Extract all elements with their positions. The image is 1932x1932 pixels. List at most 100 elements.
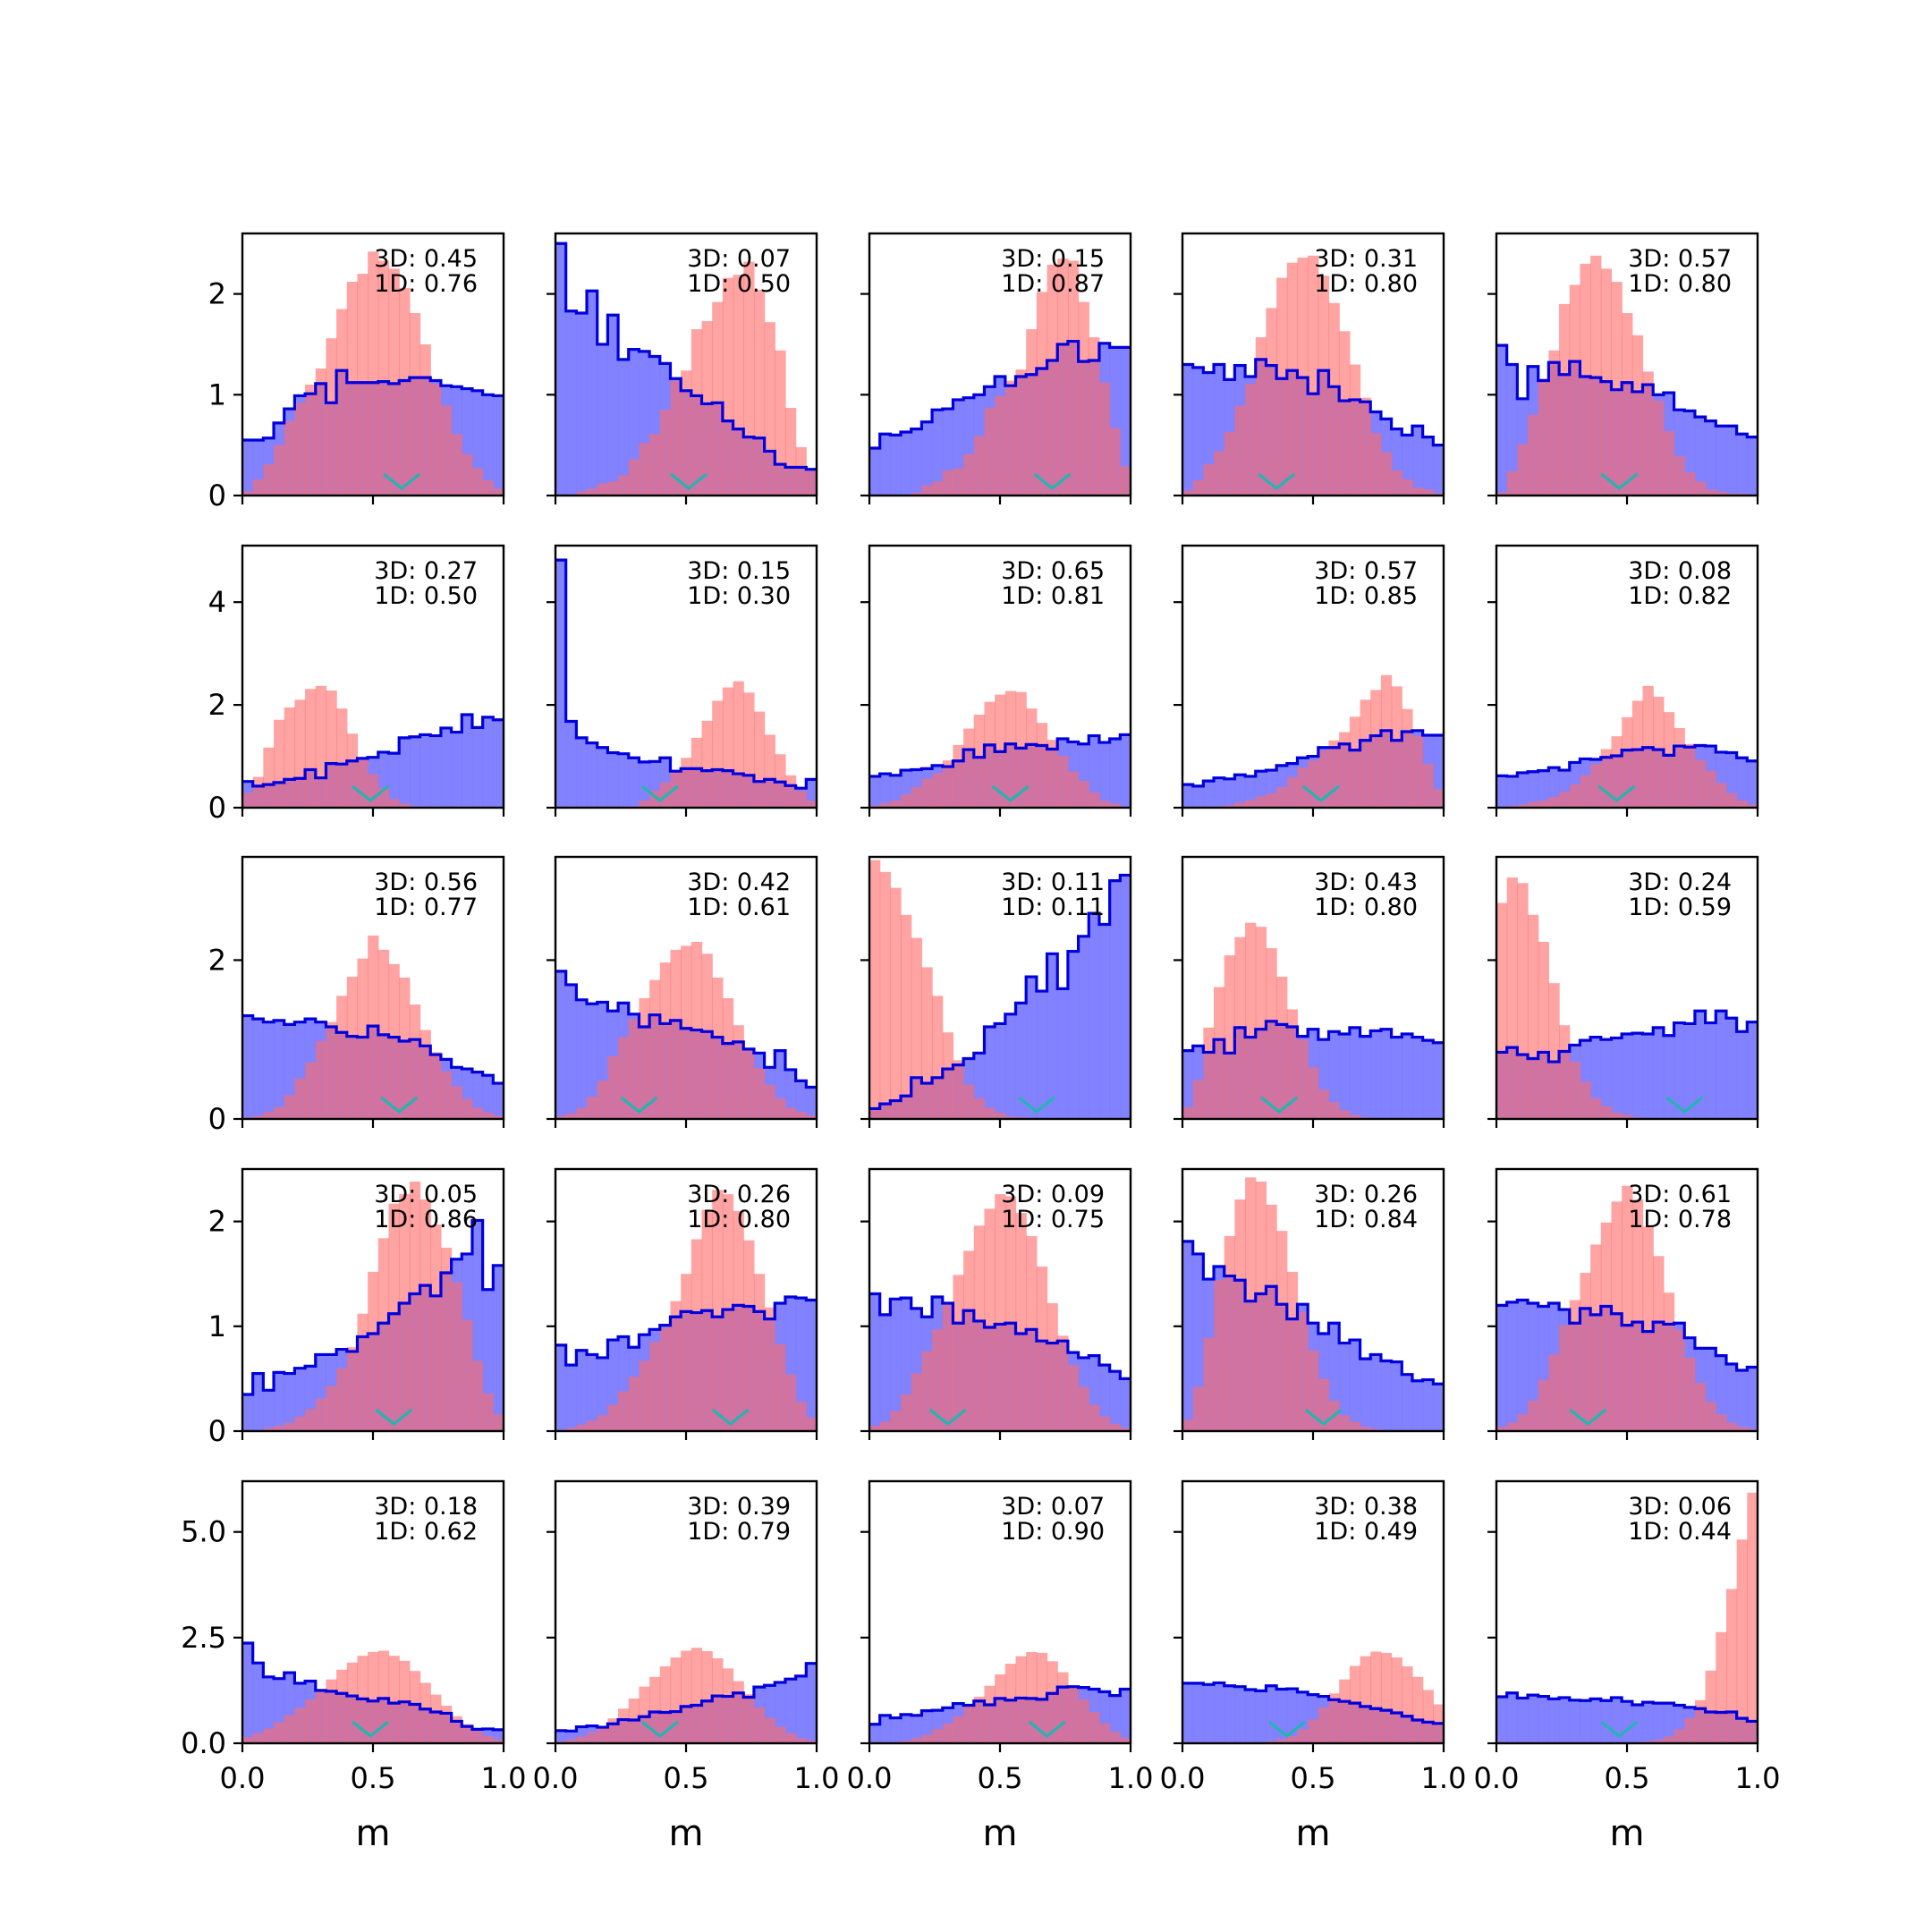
bar-1d [462, 453, 473, 496]
bar-3d [1422, 1379, 1434, 1431]
bar-1d [565, 1739, 577, 1743]
bar-3d [1224, 778, 1235, 808]
bar-3d [806, 779, 817, 808]
bar-1d [252, 1115, 264, 1119]
bar-1d [315, 369, 327, 496]
bar-1d [1506, 470, 1518, 496]
bar-1d [618, 1037, 630, 1119]
annotation-3d: 3D: 0.65 [1001, 557, 1105, 585]
bar-1d [284, 1422, 295, 1431]
bar-1d [1590, 255, 1602, 496]
estimate-marker [669, 472, 708, 491]
bar-1d [305, 385, 317, 496]
bar-1d [639, 1360, 650, 1431]
bar-1d [618, 1708, 630, 1743]
bar-1d [628, 1377, 640, 1431]
bar-1d [911, 1738, 922, 1743]
bar-1d [984, 701, 996, 808]
bar-1d [399, 1194, 411, 1431]
x-axis-label: m [1296, 1813, 1331, 1854]
bar-3d [419, 734, 431, 808]
y-tick-label: 0 [208, 791, 226, 825]
bar-3d [274, 1372, 285, 1431]
bar-1d [493, 488, 504, 496]
bar-3d [1192, 1682, 1204, 1743]
bar-1d [1297, 1039, 1309, 1119]
bar-1d [743, 1694, 755, 1743]
bar-1d [1496, 1427, 1508, 1431]
bar-3d [1716, 1011, 1727, 1119]
bar-3d [1089, 735, 1100, 808]
bar-1d [1036, 723, 1048, 808]
panel-plot-area [1496, 1185, 1758, 1431]
bar-1d [722, 1194, 734, 1431]
bar-1d [440, 1247, 453, 1431]
bar-1d [1360, 397, 1371, 496]
bar-3d [1120, 347, 1131, 496]
y-tick-label: 2 [208, 688, 226, 722]
bar-3d [242, 1394, 254, 1431]
bar-3d [462, 715, 473, 808]
bar-1d [263, 1112, 275, 1119]
bar-1d [1622, 716, 1633, 808]
bar-1d [1318, 275, 1330, 496]
panel-plot-area [869, 860, 1131, 1119]
bar-3d [1736, 1370, 1748, 1431]
estimate-marker [375, 1408, 413, 1427]
bar-3d [565, 984, 577, 1119]
bar-1d [1653, 1256, 1665, 1431]
bar-3d [1214, 777, 1225, 808]
bar-1d [1642, 371, 1654, 496]
bar-1d [1120, 466, 1131, 496]
bar-3d [430, 735, 442, 808]
bar-1d [388, 1203, 400, 1431]
annotation-1d: 1D: 0.78 [1628, 1206, 1732, 1233]
bar-3d [1182, 1050, 1194, 1119]
bar-3d [628, 349, 640, 496]
bar-1d [1631, 700, 1644, 808]
x-tick-label: 0.0 [1160, 1761, 1206, 1795]
panel-plot-area [1182, 922, 1444, 1119]
bar-1d [932, 481, 944, 496]
bar-1d [733, 1210, 744, 1431]
bar-1d [953, 1275, 964, 1431]
bar-1d [1684, 1717, 1696, 1743]
bar-3d [555, 560, 567, 808]
bar-1d [284, 1715, 295, 1743]
bar-1d [1015, 369, 1027, 496]
bar-1d [963, 1250, 975, 1431]
bar-3d [1328, 1031, 1340, 1119]
bar-3d [911, 428, 922, 496]
bar-3d [1224, 1685, 1235, 1743]
bar-1d [1402, 479, 1413, 496]
x-tick-label: 1.0 [794, 1761, 840, 1795]
bar-1d [430, 1694, 442, 1743]
bar-3d [1380, 1360, 1393, 1431]
bar-1d [775, 1343, 786, 1431]
bar-3d [1089, 913, 1100, 1119]
bar-1d [753, 1274, 766, 1431]
bar-1d [1684, 472, 1696, 496]
bar-1d [1747, 804, 1758, 808]
bar-1d [388, 799, 400, 808]
bar-3d [1234, 775, 1246, 808]
bar-1d [462, 1098, 473, 1119]
bar-1d [1411, 1676, 1424, 1743]
bar-1d [419, 343, 431, 496]
bar-1d [639, 443, 650, 496]
bar-1d [565, 1113, 577, 1119]
bar-1d [1004, 1196, 1017, 1431]
bar-1d [1328, 302, 1340, 496]
bar-3d [493, 1083, 504, 1119]
panel-plot-area [242, 251, 504, 496]
bar-1d [336, 1669, 348, 1743]
bar-1d [1538, 942, 1549, 1119]
bar-1d [1328, 740, 1340, 808]
step-line-3d [1496, 1009, 1758, 1063]
bar-1d [1736, 800, 1748, 808]
bar-1d [440, 1071, 453, 1119]
bar-1d [911, 787, 922, 808]
bar-1d [1528, 414, 1539, 496]
bar-3d [1036, 991, 1048, 1119]
